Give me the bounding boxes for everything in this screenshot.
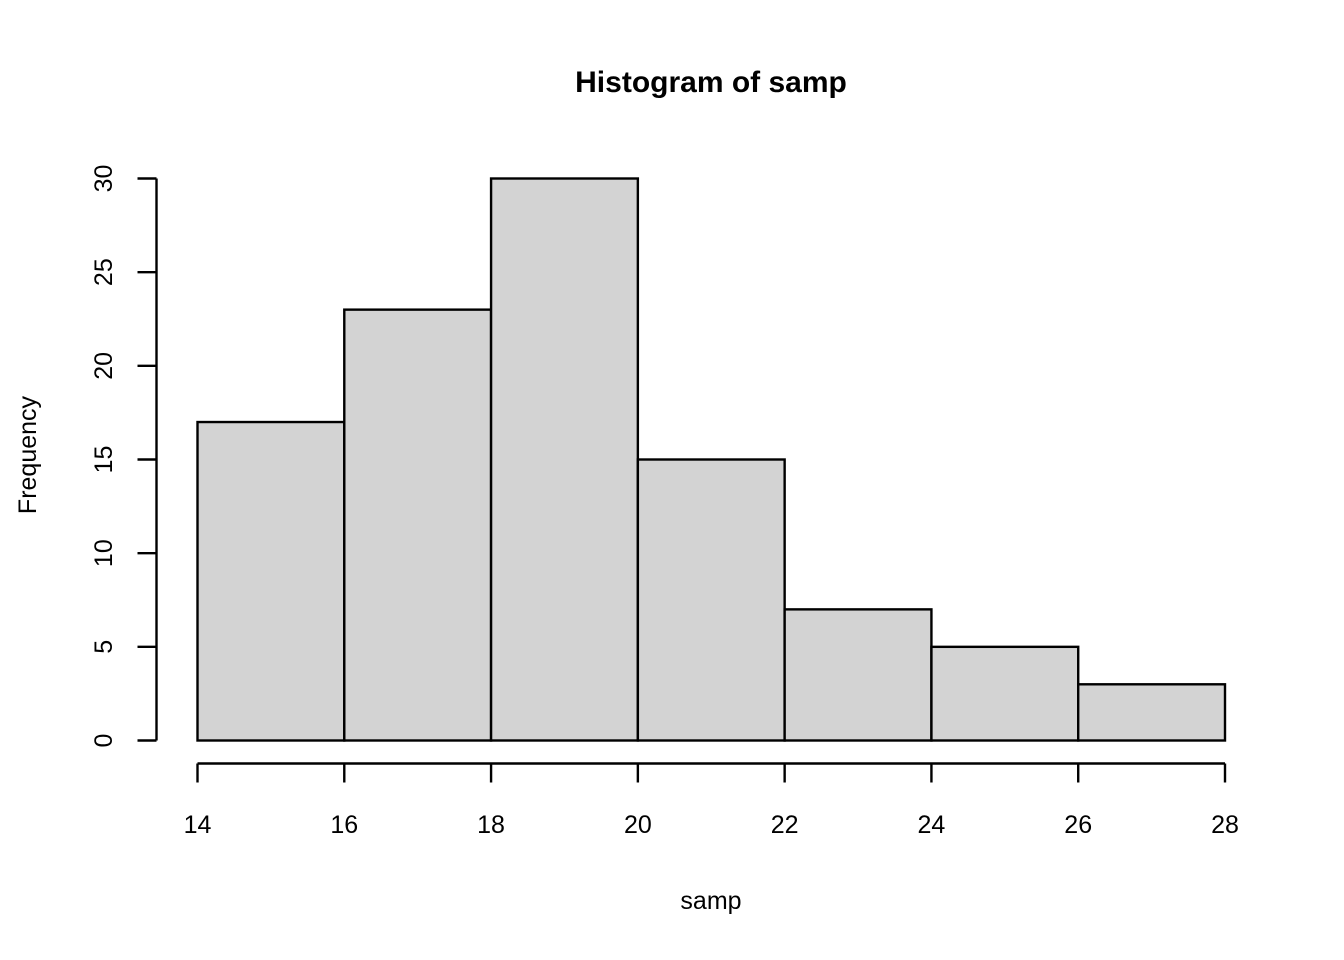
x-tick-label: 24	[918, 811, 946, 839]
histogram-bar	[343, 308, 493, 742]
histogram-bar	[636, 458, 786, 742]
y-axis-label: Frequency	[14, 395, 42, 514]
x-tick-label: 16	[330, 811, 358, 839]
x-tick-label: 28	[1211, 811, 1239, 839]
bars-group	[196, 177, 1227, 742]
histogram-bar	[930, 645, 1080, 742]
y-tick-label: 10	[90, 539, 118, 567]
y-tick-label: 20	[90, 352, 118, 380]
y-tick-label: 15	[90, 446, 118, 474]
x-tick-label: 18	[477, 811, 505, 839]
histogram-bar	[783, 608, 933, 742]
x-axis-label: samp	[680, 887, 741, 915]
chart-title: Histogram of samp	[575, 66, 847, 99]
y-tick-label: 25	[90, 258, 118, 286]
x-tick-label: 14	[184, 811, 212, 839]
histogram-bar	[196, 420, 346, 742]
y-tick-label: 5	[90, 640, 118, 654]
y-tick-label: 0	[90, 734, 118, 748]
x-tick-label: 26	[1064, 811, 1092, 839]
x-tick-label: 20	[624, 811, 652, 839]
y-tick-label: 30	[90, 165, 118, 193]
x-tick-label: 22	[771, 811, 799, 839]
histogram-bar	[1077, 683, 1227, 742]
axes-group: 14 16 18 20 22 24 26 28 0 5 10 15 20 25 30	[90, 165, 1239, 839]
histogram-bar	[489, 177, 640, 742]
